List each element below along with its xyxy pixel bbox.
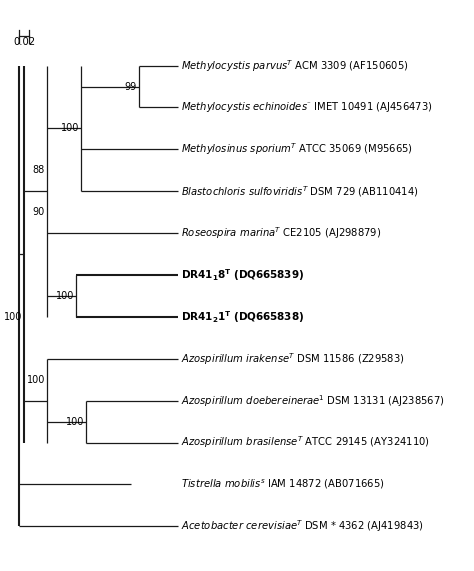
Text: 90: 90 — [33, 207, 45, 217]
Text: $\it{Azospirillum\ irakense}$$^{T}$ DSM 11586 (Z29583): $\it{Azospirillum\ irakense}$$^{T}$ DSM … — [181, 351, 405, 367]
Text: 100: 100 — [61, 123, 79, 134]
Text: $\it{Azospirillum\ brasilense}$$^{T}$ ATCC 29145 (AY324110): $\it{Azospirillum\ brasilense}$$^{T}$ AT… — [181, 435, 430, 451]
Text: 100: 100 — [55, 291, 74, 301]
Text: 88: 88 — [33, 166, 45, 175]
Text: $\it{Methylocystis\ echinoides}$$^{⁻}$ IMET 10491 (AJ456473): $\it{Methylocystis\ echinoides}$$^{⁻}$ I… — [181, 100, 433, 115]
Text: $\mathbf{DR41_18}$$\mathbf{^{T}}$ $\mathbf{(DQ665839)}$: $\mathbf{DR41_18}$$\mathbf{^{T}}$ $\math… — [181, 267, 304, 283]
Text: 100: 100 — [66, 417, 84, 427]
Text: 100: 100 — [27, 375, 45, 385]
Text: $\it{Tistrella\ mobilis}$$^{s}$ IAM 14872 (AB071665): $\it{Tistrella\ mobilis}$$^{s}$ IAM 1487… — [181, 478, 385, 491]
Text: 100: 100 — [4, 312, 23, 322]
Text: $\it{Blastochloris\ sulfoviridis}$$^{T}$ DSM 729 (AB110414): $\it{Blastochloris\ sulfoviridis}$$^{T}$… — [181, 184, 419, 199]
Text: 0.02: 0.02 — [13, 37, 35, 47]
Text: $\it{Azospirillum\ doebereinerae}$$^{1}$ DSM 13131 (AJ238567): $\it{Azospirillum\ doebereinerae}$$^{1}$… — [181, 393, 445, 409]
Text: $\it{Methylosinus\ sporium}$$^{T}$ ATCC 35069 (M95665): $\it{Methylosinus\ sporium}$$^{T}$ ATCC … — [181, 142, 413, 157]
Text: 99: 99 — [125, 82, 137, 91]
Text: $\mathbf{DR41_21}$$\mathbf{^{T}}$ $\mathbf{(DQ665838)}$: $\mathbf{DR41_21}$$\mathbf{^{T}}$ $\math… — [181, 309, 304, 325]
Text: $\it{Acetobacter\ cerevisiae}$$^{T}$ DSM * 4362 (AJ419843): $\it{Acetobacter\ cerevisiae}$$^{T}$ DSM… — [181, 518, 424, 534]
Text: $\it{Methylocystis\ parvus}$$^{T}$ ACM 3309 (AF150605): $\it{Methylocystis\ parvus}$$^{T}$ ACM 3… — [181, 58, 409, 74]
Text: $\it{Roseospira\ marina}$$^{T}$ CE2105 (AJ298879): $\it{Roseospira\ marina}$$^{T}$ CE2105 (… — [181, 225, 382, 241]
